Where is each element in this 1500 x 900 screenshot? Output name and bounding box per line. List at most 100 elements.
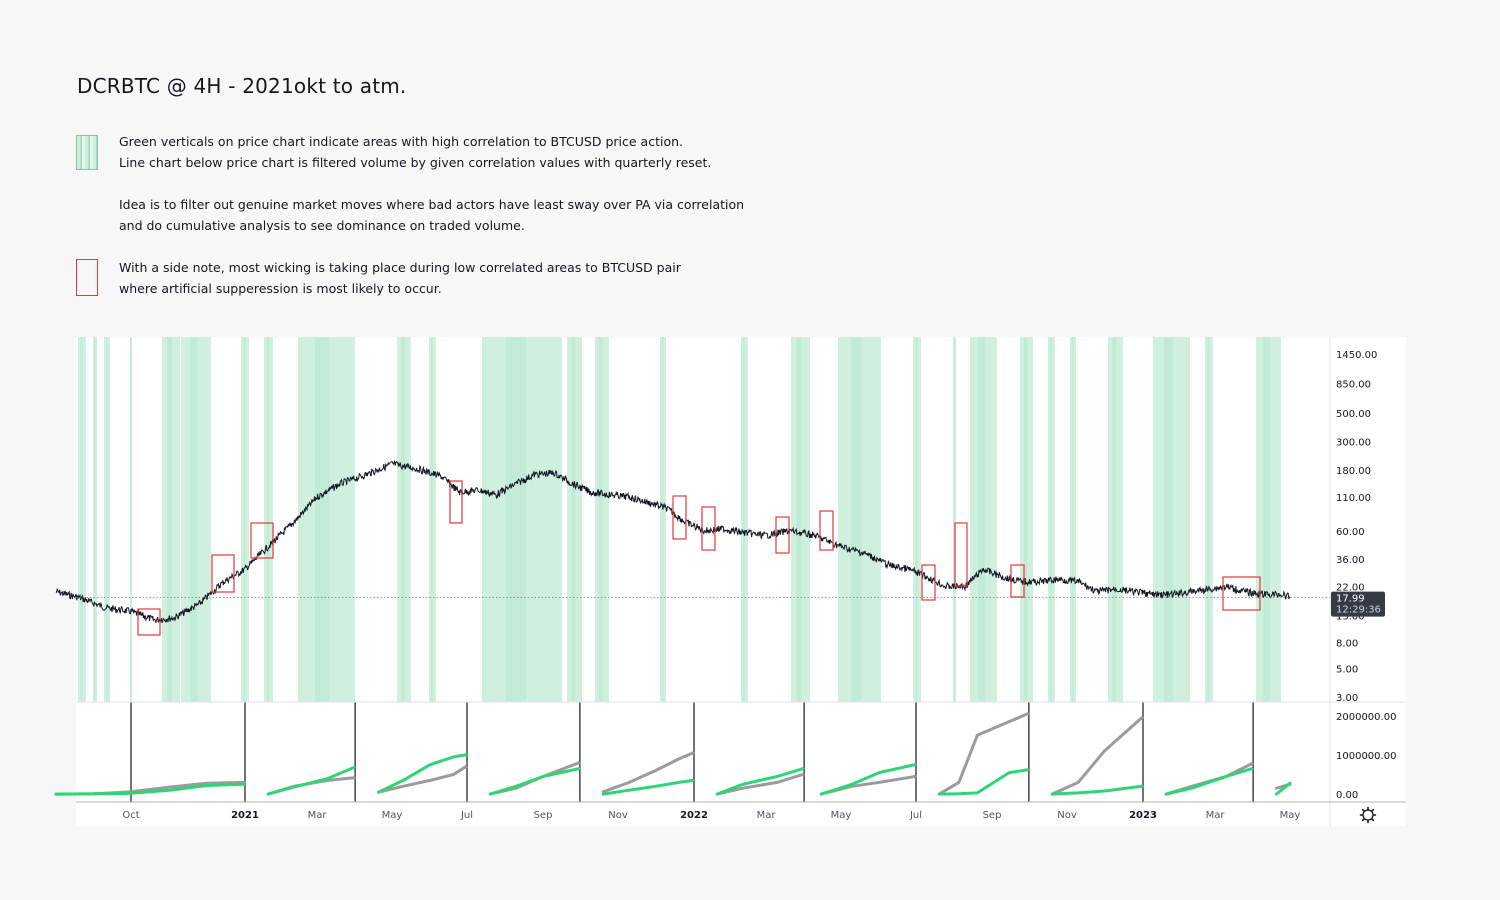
correlation-band-core xyxy=(105,337,108,702)
time-tick-label: May xyxy=(831,810,852,821)
wick-box xyxy=(137,608,161,636)
volume-line-green xyxy=(54,753,1292,796)
volume-tick-label: 1000000.00 xyxy=(1336,751,1396,762)
time-tick-label: Nov xyxy=(608,810,628,821)
correlation-band xyxy=(93,337,97,702)
time-tick-label: 2021 xyxy=(231,810,259,821)
price-tick-label: 60.00 xyxy=(1336,527,1365,538)
correlation-band-core xyxy=(953,337,955,702)
wick-box xyxy=(1010,564,1025,598)
correlation-band-core xyxy=(130,337,132,702)
price-tick-label: 300.00 xyxy=(1336,437,1371,448)
time-tick-label: Mar xyxy=(1206,810,1226,821)
correlation-band-core xyxy=(94,337,96,702)
time-tick-label: 2023 xyxy=(1129,810,1157,821)
price-tick-label: 850.00 xyxy=(1336,380,1371,391)
time-tick-label: Sep xyxy=(534,810,553,821)
price-tick-label: 180.00 xyxy=(1336,466,1371,477)
correlation-band xyxy=(1020,337,1033,702)
quarter-reset-lines xyxy=(130,702,1254,802)
time-tick-label: May xyxy=(382,810,403,821)
correlation-band-core xyxy=(1263,337,1270,702)
current-price-value: 17.99 xyxy=(1336,594,1365,605)
green-legend-note: Green verticals on price chart indicate … xyxy=(119,131,711,173)
correlation-band-core xyxy=(850,337,862,702)
correlation-band-core xyxy=(1164,337,1174,702)
correlation-band xyxy=(567,337,582,702)
correlation-band xyxy=(1070,337,1076,702)
time-tick-label: 2022 xyxy=(680,810,708,821)
green-legend-line-2: Line chart below price chart is filtered… xyxy=(119,155,712,170)
correlation-band-core xyxy=(266,337,269,702)
idea-note: Idea is to filter out genuine market mov… xyxy=(119,194,744,236)
volume-tick-label: 0.00 xyxy=(1336,790,1358,801)
correlation-band xyxy=(741,337,748,702)
green-legend-line-1: Green verticals on price chart indicate … xyxy=(119,134,683,149)
correlation-band xyxy=(838,337,881,702)
correlation-band-core xyxy=(915,337,918,702)
correlation-band xyxy=(264,337,273,702)
correlation-band-core xyxy=(167,337,172,702)
wick-box xyxy=(1222,576,1261,611)
correlation-band-core xyxy=(190,337,198,702)
price-tick-label: 110.00 xyxy=(1336,493,1371,504)
correlation-band xyxy=(298,337,355,702)
volume-axis-ticks[interactable]: 2000000.00 1000000.00 0.00 xyxy=(1336,712,1396,801)
correlation-band-core xyxy=(315,337,330,702)
correlation-band xyxy=(1048,337,1055,702)
price-tick-label: 13.00 xyxy=(1336,612,1365,623)
correlation-band xyxy=(791,337,810,702)
price-tick-label: 5.00 xyxy=(1336,665,1358,676)
price-tick-label: 22.00 xyxy=(1336,582,1365,593)
correlation-band-core xyxy=(661,337,664,702)
correlation-band xyxy=(1205,337,1213,702)
price-axis-ticks[interactable]: 1450.00 850.00 500.00 300.00 180.00 110.00 60.… xyxy=(1336,350,1377,704)
correlation-band-core xyxy=(1023,337,1028,702)
red-legend-line-1: With a side note, most wicking is taking… xyxy=(119,260,681,275)
wick-box xyxy=(449,480,463,524)
correlation-band xyxy=(482,337,562,702)
time-tick-label: Nov xyxy=(1057,810,1077,821)
correlation-band-core xyxy=(571,337,576,702)
correlation-band xyxy=(953,337,956,702)
idea-line-2: and do cumulative analysis to see domina… xyxy=(119,218,525,233)
price-tick-label: 8.00 xyxy=(1336,639,1358,650)
price-tick-label: 1450.00 xyxy=(1336,350,1377,361)
correlation-bands xyxy=(78,337,1281,702)
price-tick-label: 36.00 xyxy=(1336,555,1365,566)
correlation-band xyxy=(913,337,921,702)
volume-tick-label: 2000000.00 xyxy=(1336,712,1396,723)
time-tick-label: Jul xyxy=(460,810,473,821)
time-tick-label: Mar xyxy=(308,810,328,821)
correlation-band-core xyxy=(401,337,405,702)
red-legend-note: With a side note, most wicking is taking… xyxy=(119,257,681,299)
correlation-band-core xyxy=(743,337,745,702)
wick-box xyxy=(819,510,834,551)
correlation-band-core xyxy=(599,337,603,702)
correlation-band xyxy=(104,337,110,702)
wick-box xyxy=(250,522,274,559)
time-axis-ticks[interactable]: Oct 2021 Mar May Jul Sep Nov 2022 Mar May Jul Sep No… xyxy=(122,810,1300,821)
correlation-band-core xyxy=(1207,337,1210,702)
correlation-band xyxy=(1108,337,1123,702)
correlation-band xyxy=(397,337,411,702)
price-tick-label: 500.00 xyxy=(1336,409,1371,420)
idea-line-1: Idea is to filter out genuine market mov… xyxy=(119,197,745,212)
correlation-band-core xyxy=(431,337,433,702)
correlation-band-core xyxy=(1112,337,1117,702)
settings-gear-icon[interactable] xyxy=(1359,806,1377,824)
correlation-band xyxy=(970,337,997,702)
red-box-legend-icon xyxy=(76,259,98,296)
correlation-band-core xyxy=(80,337,83,702)
correlation-band-core xyxy=(978,337,985,702)
correlation-band xyxy=(660,337,666,702)
correlation-band-core xyxy=(243,337,246,702)
correlation-band xyxy=(1153,337,1190,702)
wick-box xyxy=(672,495,687,540)
page-title: DCRBTC @ 4H - 2021okt to atm. xyxy=(77,74,407,98)
time-tick-label: Oct xyxy=(122,810,139,821)
time-tick-label: Mar xyxy=(757,810,777,821)
wick-box xyxy=(775,516,790,554)
